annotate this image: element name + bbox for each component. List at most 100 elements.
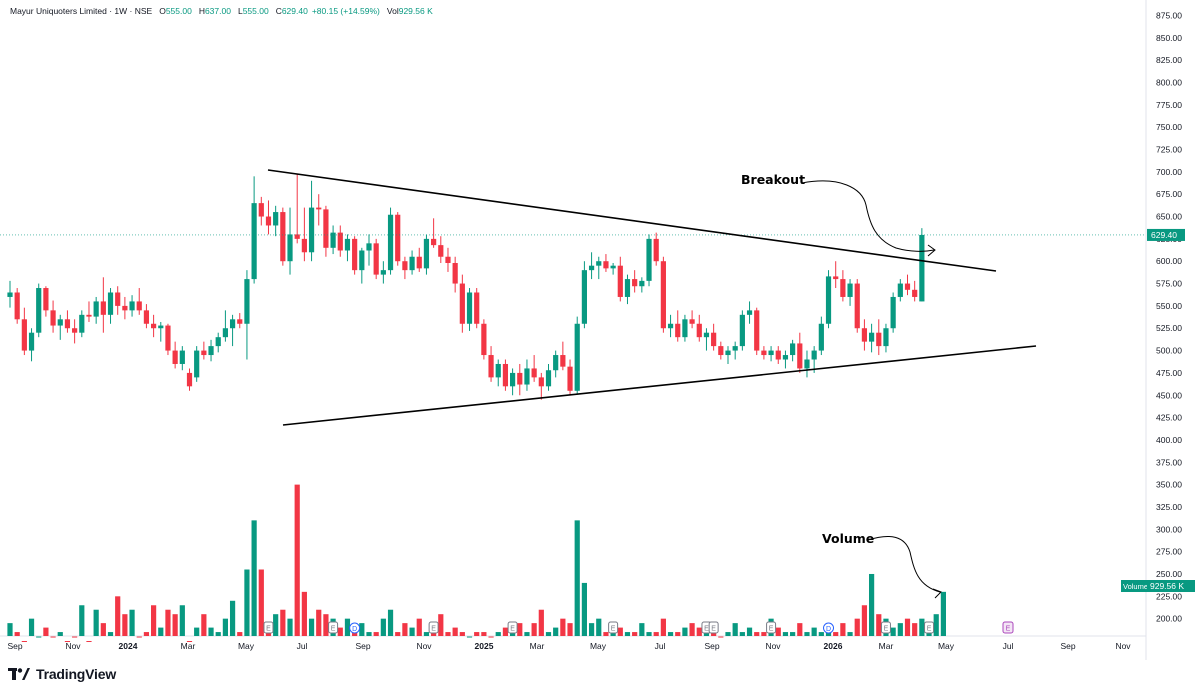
candle-body xyxy=(510,372,516,387)
candle-body xyxy=(423,238,430,269)
volume-bar xyxy=(775,627,781,636)
candle-body xyxy=(21,319,27,351)
volume-bar xyxy=(510,632,516,636)
volume-bar xyxy=(380,618,386,636)
price-tick-label: 475.00 xyxy=(1156,368,1182,378)
volume-bar xyxy=(466,636,473,638)
volume-bar xyxy=(409,627,415,636)
candle-body xyxy=(280,212,286,262)
volume-bar xyxy=(158,627,164,636)
earnings-marker xyxy=(880,621,891,634)
candle-body xyxy=(897,283,903,297)
time-axis-label: Jul xyxy=(1003,641,1014,651)
earnings-marker-label: E xyxy=(510,626,515,633)
time-axis-label: Jul xyxy=(655,641,666,651)
dividend-marker xyxy=(349,622,361,634)
candle-body xyxy=(474,292,480,324)
volume-bar xyxy=(280,609,286,636)
candle-body xyxy=(222,328,228,338)
earnings-marker-label: E xyxy=(331,626,336,633)
volume-bar xyxy=(122,614,128,636)
volume-bar xyxy=(940,591,946,636)
high-readout: H637.00 xyxy=(198,6,231,16)
candle-body xyxy=(833,276,839,280)
earnings-marker-label: E xyxy=(927,626,932,633)
volume-bar xyxy=(732,623,738,636)
volume-bar xyxy=(833,632,839,636)
volume-badge-value xyxy=(1147,580,1195,592)
dividend-marker-label: D xyxy=(826,626,831,633)
candle-body xyxy=(660,261,666,329)
candle-body xyxy=(273,212,279,226)
price-tick-label: 650.00 xyxy=(1156,212,1182,222)
volume-bar xyxy=(352,632,358,636)
candle-body xyxy=(502,363,509,387)
dividend-marker-label: D xyxy=(352,626,357,633)
volume-bar xyxy=(201,614,207,636)
volume-bar xyxy=(646,632,652,636)
candle-body xyxy=(86,314,92,317)
candle-body xyxy=(100,301,106,315)
volume-bar xyxy=(890,627,896,636)
candle-body xyxy=(107,292,114,315)
candle-body xyxy=(603,261,609,269)
volume-bar xyxy=(129,609,135,636)
earnings-marker-label: E xyxy=(884,626,889,633)
price-tick-label: 275.00 xyxy=(1156,547,1182,557)
candle-body xyxy=(732,346,738,351)
candle-body xyxy=(93,301,99,317)
price-tick-label: 800.00 xyxy=(1156,77,1182,87)
volume-bar xyxy=(481,632,487,636)
volume-bar xyxy=(739,632,745,636)
candle-body xyxy=(854,283,860,329)
volume-bar xyxy=(208,627,214,636)
price-tick-label: 600.00 xyxy=(1156,256,1182,266)
candle-body xyxy=(531,368,537,378)
candle-body xyxy=(366,243,372,251)
volume-bar xyxy=(258,569,264,636)
candle-body xyxy=(50,310,56,326)
candle-body xyxy=(754,310,760,351)
volume-bar xyxy=(804,632,810,636)
volume-bar xyxy=(588,623,595,636)
volume-badge-name-label: Volume xyxy=(1123,582,1148,591)
candle-body xyxy=(488,355,494,378)
volume-bar xyxy=(387,609,394,636)
candle-body xyxy=(904,283,911,290)
candle-body xyxy=(782,355,789,360)
volume-bar xyxy=(524,632,530,636)
volume-bar xyxy=(93,609,99,636)
volume-bar xyxy=(847,632,853,636)
price-tick-label: 525.00 xyxy=(1156,323,1182,333)
candle-body xyxy=(186,372,193,387)
earnings-marker-label: E xyxy=(769,626,774,633)
earnings-marker xyxy=(608,621,619,634)
candle-body xyxy=(883,328,889,347)
volume-bar xyxy=(560,618,566,636)
volume-bar xyxy=(136,636,142,638)
candle-body xyxy=(79,314,85,333)
candle-body xyxy=(840,279,846,297)
volume-bar xyxy=(746,627,753,636)
price-tick-label: 425.00 xyxy=(1156,413,1182,423)
volume-bar xyxy=(294,484,300,636)
time-axis-label: Mar xyxy=(530,641,545,651)
candle-body xyxy=(617,265,623,297)
candle-body xyxy=(797,343,803,369)
candle-body xyxy=(804,359,810,369)
volume-bar xyxy=(64,641,71,642)
candle-body xyxy=(301,238,307,253)
volume-bar xyxy=(624,632,631,636)
volume-bar xyxy=(423,632,430,636)
dividend-marker xyxy=(823,622,835,634)
candle-body xyxy=(869,332,875,342)
volume-bar xyxy=(402,623,408,636)
volume-bar xyxy=(689,623,695,636)
volume-bar xyxy=(251,520,257,636)
earnings-marker-label: E xyxy=(611,626,616,633)
candle-body xyxy=(610,265,616,269)
volume-bar xyxy=(7,623,13,636)
volume-bar xyxy=(151,605,157,636)
volume-bar xyxy=(273,614,279,636)
